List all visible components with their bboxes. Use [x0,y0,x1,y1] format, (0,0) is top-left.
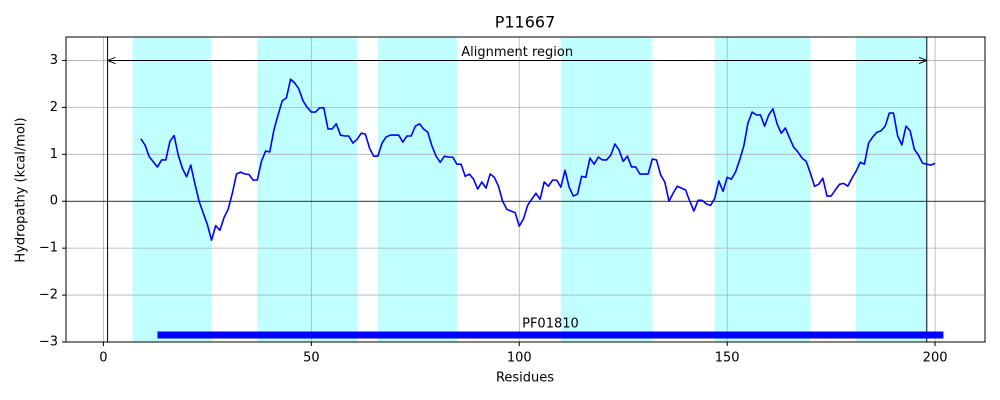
y-tick-label: 2 [50,100,58,115]
x-tick-label: 200 [923,351,948,366]
hydropathy-line [140,78,936,241]
y-axis-label: Hydropathy (kcal/mol) [14,117,29,262]
region-band [257,37,358,342]
chart-title: P11667 [495,13,556,32]
domain-label: PF01810 [522,316,579,331]
x-axis-label: Residues [496,371,554,386]
region-band [560,37,653,342]
region-band [714,37,811,342]
y-tick-label: −3 [39,335,58,350]
x-tick-label: 0 [99,351,107,366]
x-tick-label: 150 [715,351,740,366]
y-tick-label: 1 [50,147,58,162]
x-tick-label: 50 [303,351,320,366]
y-tick-label: 3 [50,53,58,68]
region-band [856,37,927,342]
y-tick-label: 0 [50,194,58,209]
region-band [132,37,212,342]
x-tick-label: 100 [507,351,532,366]
annotation-label: Alignment region [461,45,573,60]
y-tick-label: −2 [39,288,58,303]
y-tick-label: −1 [39,241,58,256]
region-band [377,37,457,342]
plot-frame [65,36,986,343]
